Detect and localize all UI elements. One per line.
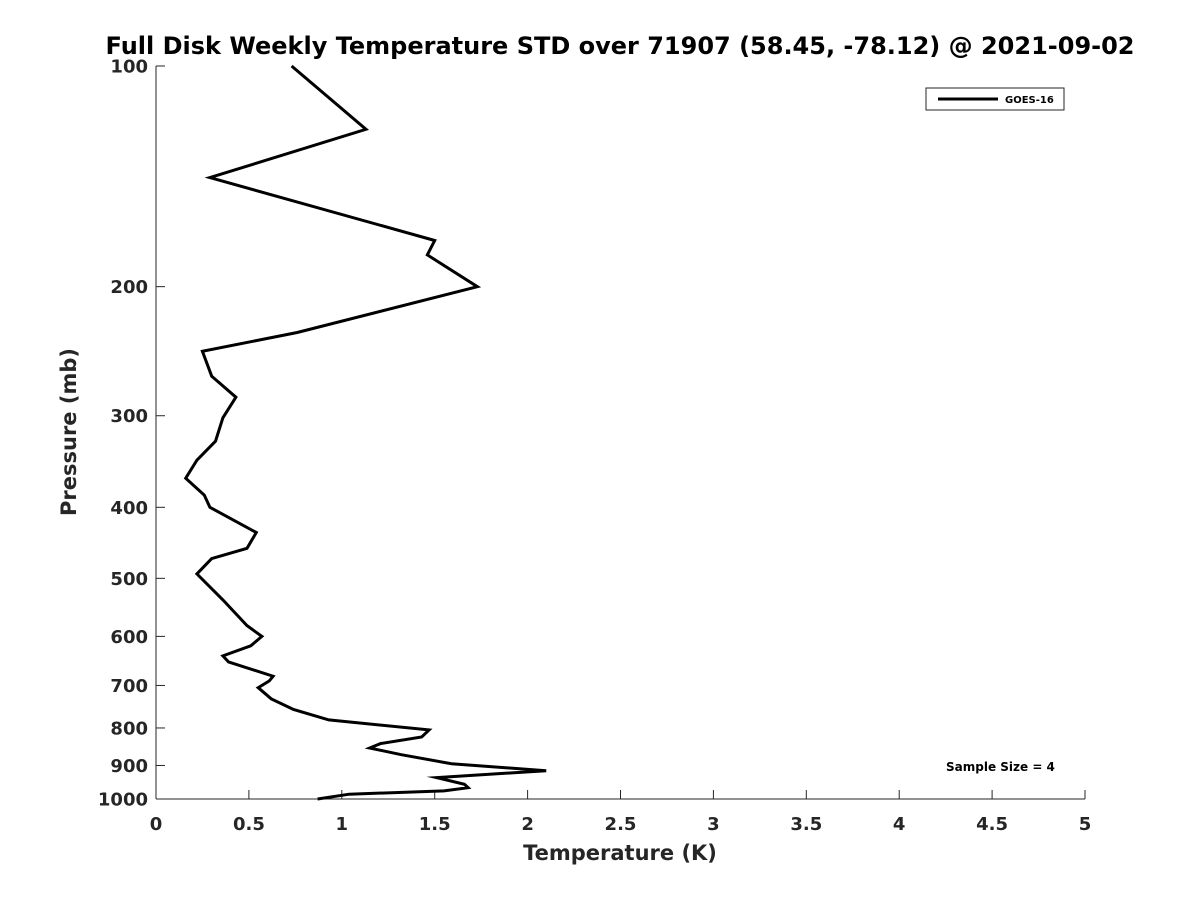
y-tick-label: 900	[110, 756, 148, 777]
x-tick-label: 0	[150, 814, 163, 835]
y-tick-label: 400	[110, 498, 148, 519]
axes: 0 0.5 1 1.5 2 2.5 3 3.5 4 4.5 5 100 200 300 400 500 600 7…	[98, 57, 1091, 836]
y-tick-label: 200	[110, 277, 148, 298]
x-axis-label: Temperature (K)	[523, 841, 717, 865]
x-tick-label: 1.5	[419, 814, 451, 835]
x-tick-label: 3	[707, 814, 720, 835]
legend-entry-goes-16: GOES-16	[1005, 95, 1054, 106]
y-tick-label: 500	[110, 569, 148, 590]
sample-size-annotation: Sample Size = 4	[946, 760, 1055, 774]
x-tick-label: 4	[893, 814, 906, 835]
x-tick-label: 5	[1079, 814, 1092, 835]
x-tick-label: 2	[521, 814, 534, 835]
y-axis-label: Pressure (mb)	[57, 348, 81, 516]
y-tick-label: 800	[110, 718, 148, 739]
y-tick-label: 100	[110, 57, 148, 78]
y-tick-label: 1000	[98, 790, 148, 811]
x-tick-label: 4.5	[976, 814, 1008, 835]
legend: GOES-16	[925, 87, 1065, 111]
series-line-goes-16	[183, 64, 547, 801]
x-tick-label: 1	[336, 814, 349, 835]
y-tick-label: 600	[110, 627, 148, 648]
x-tick-label: 0.5	[233, 814, 265, 835]
chart-title: Full Disk Weekly Temperature STD over 71…	[106, 32, 1135, 60]
x-tick-label: 2.5	[605, 814, 637, 835]
x-tick-label: 3.5	[790, 814, 822, 835]
plot-lines	[183, 64, 547, 801]
y-tick-label: 700	[110, 676, 148, 697]
y-tick-label: 300	[110, 406, 148, 427]
